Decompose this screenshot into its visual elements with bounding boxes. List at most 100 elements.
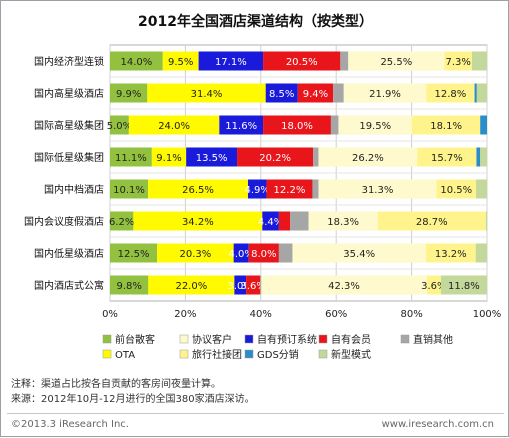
legend-swatch: [244, 334, 254, 344]
x-tick-label: 20%: [174, 309, 196, 320]
data-label: 31.3%: [362, 185, 394, 196]
bar-segment: [278, 211, 291, 231]
legend-label: 直销其他: [413, 333, 453, 346]
bar-segment: [246, 275, 261, 295]
chart-title: 2012年全国酒店渠道结构（按类型）: [138, 14, 373, 30]
x-tick-label: 80%: [400, 309, 422, 320]
data-label: 26.2%: [352, 153, 384, 164]
bar-segment: [343, 83, 427, 103]
legend-swatch: [318, 334, 328, 344]
data-label: 3.6%: [421, 281, 446, 292]
data-label: 9.4%: [303, 89, 328, 100]
data-label: 34.2%: [182, 217, 214, 228]
bar-segment: [340, 51, 349, 71]
legend-label: 新型模式: [331, 348, 371, 361]
bar-segment: [297, 83, 334, 103]
bar-segment: [471, 51, 487, 71]
chart-note: 注释：渠道占比按各自贡献的客房间夜量计算。: [11, 379, 221, 390]
data-label: 10.1%: [113, 185, 145, 196]
data-label: 10.5%: [440, 185, 472, 196]
data-label: 4.4%: [258, 217, 283, 228]
data-label: 12.2%: [274, 185, 306, 196]
bar-segment: [110, 243, 158, 263]
data-label: 6.2%: [109, 217, 134, 228]
bar-segment: [148, 275, 235, 295]
bar-segment: [278, 243, 293, 263]
data-label: 8.0%: [251, 249, 276, 260]
data-label: 9.5%: [168, 57, 193, 68]
bar-segment: [476, 83, 487, 103]
x-tick-label: 0%: [102, 309, 118, 320]
bar-segment: [233, 243, 249, 263]
bar-segment: [247, 179, 267, 199]
bar-segment: [110, 51, 163, 71]
legend-swatch: [179, 349, 189, 359]
legend-swatch: [244, 349, 254, 359]
data-label: 11.1%: [115, 153, 147, 164]
bar-segment: [266, 179, 313, 199]
data-label: 4.0%: [228, 249, 253, 260]
bar-segment: [263, 115, 331, 135]
bar-segment: [110, 147, 152, 167]
data-label: 13.2%: [435, 249, 467, 260]
x-tick-label: 100%: [473, 309, 502, 320]
data-label: 18.3%: [327, 217, 359, 228]
bar-segment: [261, 275, 427, 295]
data-label: 12.8%: [435, 89, 467, 100]
bar-segment: [425, 243, 476, 263]
bar-segment: [186, 147, 238, 167]
bar-segment: [265, 83, 298, 103]
bar-segment: [476, 147, 481, 167]
data-label: 3.6%: [240, 281, 265, 292]
bar-segment: [110, 115, 129, 135]
data-label: 14.0%: [120, 57, 152, 68]
data-label: 20.3%: [179, 249, 211, 260]
data-label: 5.0%: [107, 121, 132, 132]
bar-segment: [436, 179, 477, 199]
x-tick-label: 60%: [325, 309, 347, 320]
category-label: 国内酒店式公寓: [34, 279, 104, 292]
data-label: 20.5%: [286, 57, 318, 68]
bar-segment: [263, 51, 341, 71]
bar-segment: [444, 51, 472, 71]
bar-segment: [312, 179, 319, 199]
legend-label: 自有预订系统: [257, 333, 317, 346]
legend-label: OTA: [115, 350, 135, 361]
bar-segment: [480, 115, 487, 135]
bar-segment: [262, 211, 279, 231]
bar-segment: [377, 211, 486, 231]
data-label: 21.9%: [369, 89, 401, 100]
legend-swatch: [102, 334, 112, 344]
legend-label: 协议客户: [192, 333, 232, 346]
bar-segment: [290, 211, 309, 231]
data-label: 19.5%: [359, 121, 391, 132]
data-label: 3.0%: [228, 281, 253, 292]
bar-segment: [426, 275, 441, 295]
data-label: 25.5%: [380, 57, 412, 68]
bar-segment: [308, 211, 378, 231]
bar-segment: [133, 211, 263, 231]
bar-segment: [110, 275, 149, 295]
legend-swatch: [102, 349, 112, 359]
category-label: 国内中档酒店: [44, 183, 104, 196]
data-label: 11.8%: [448, 281, 480, 292]
data-label: 7.3%: [445, 57, 470, 68]
bar-segment: [151, 147, 187, 167]
bar-segment: [474, 83, 477, 103]
chart-source: 来源：2012年10月-12月进行的全国380家酒店深访。: [11, 394, 255, 405]
bar-segment: [338, 115, 412, 135]
bar-segment: [234, 275, 247, 295]
legend-label: 自有会员: [331, 333, 371, 346]
category-label: 国内经济型连锁: [34, 55, 104, 68]
data-label: 42.3%: [328, 281, 360, 292]
bar-segment: [237, 147, 314, 167]
bar-segment: [198, 51, 264, 71]
data-label: 9.8%: [116, 281, 141, 292]
data-label: 20.2%: [259, 153, 291, 164]
data-label: 18.1%: [430, 121, 462, 132]
bar-segment: [292, 243, 426, 263]
category-label: 国际低星级集团: [34, 151, 104, 164]
data-label: 18.0%: [281, 121, 313, 132]
bar-segment: [330, 115, 339, 135]
bar-segment: [318, 147, 418, 167]
